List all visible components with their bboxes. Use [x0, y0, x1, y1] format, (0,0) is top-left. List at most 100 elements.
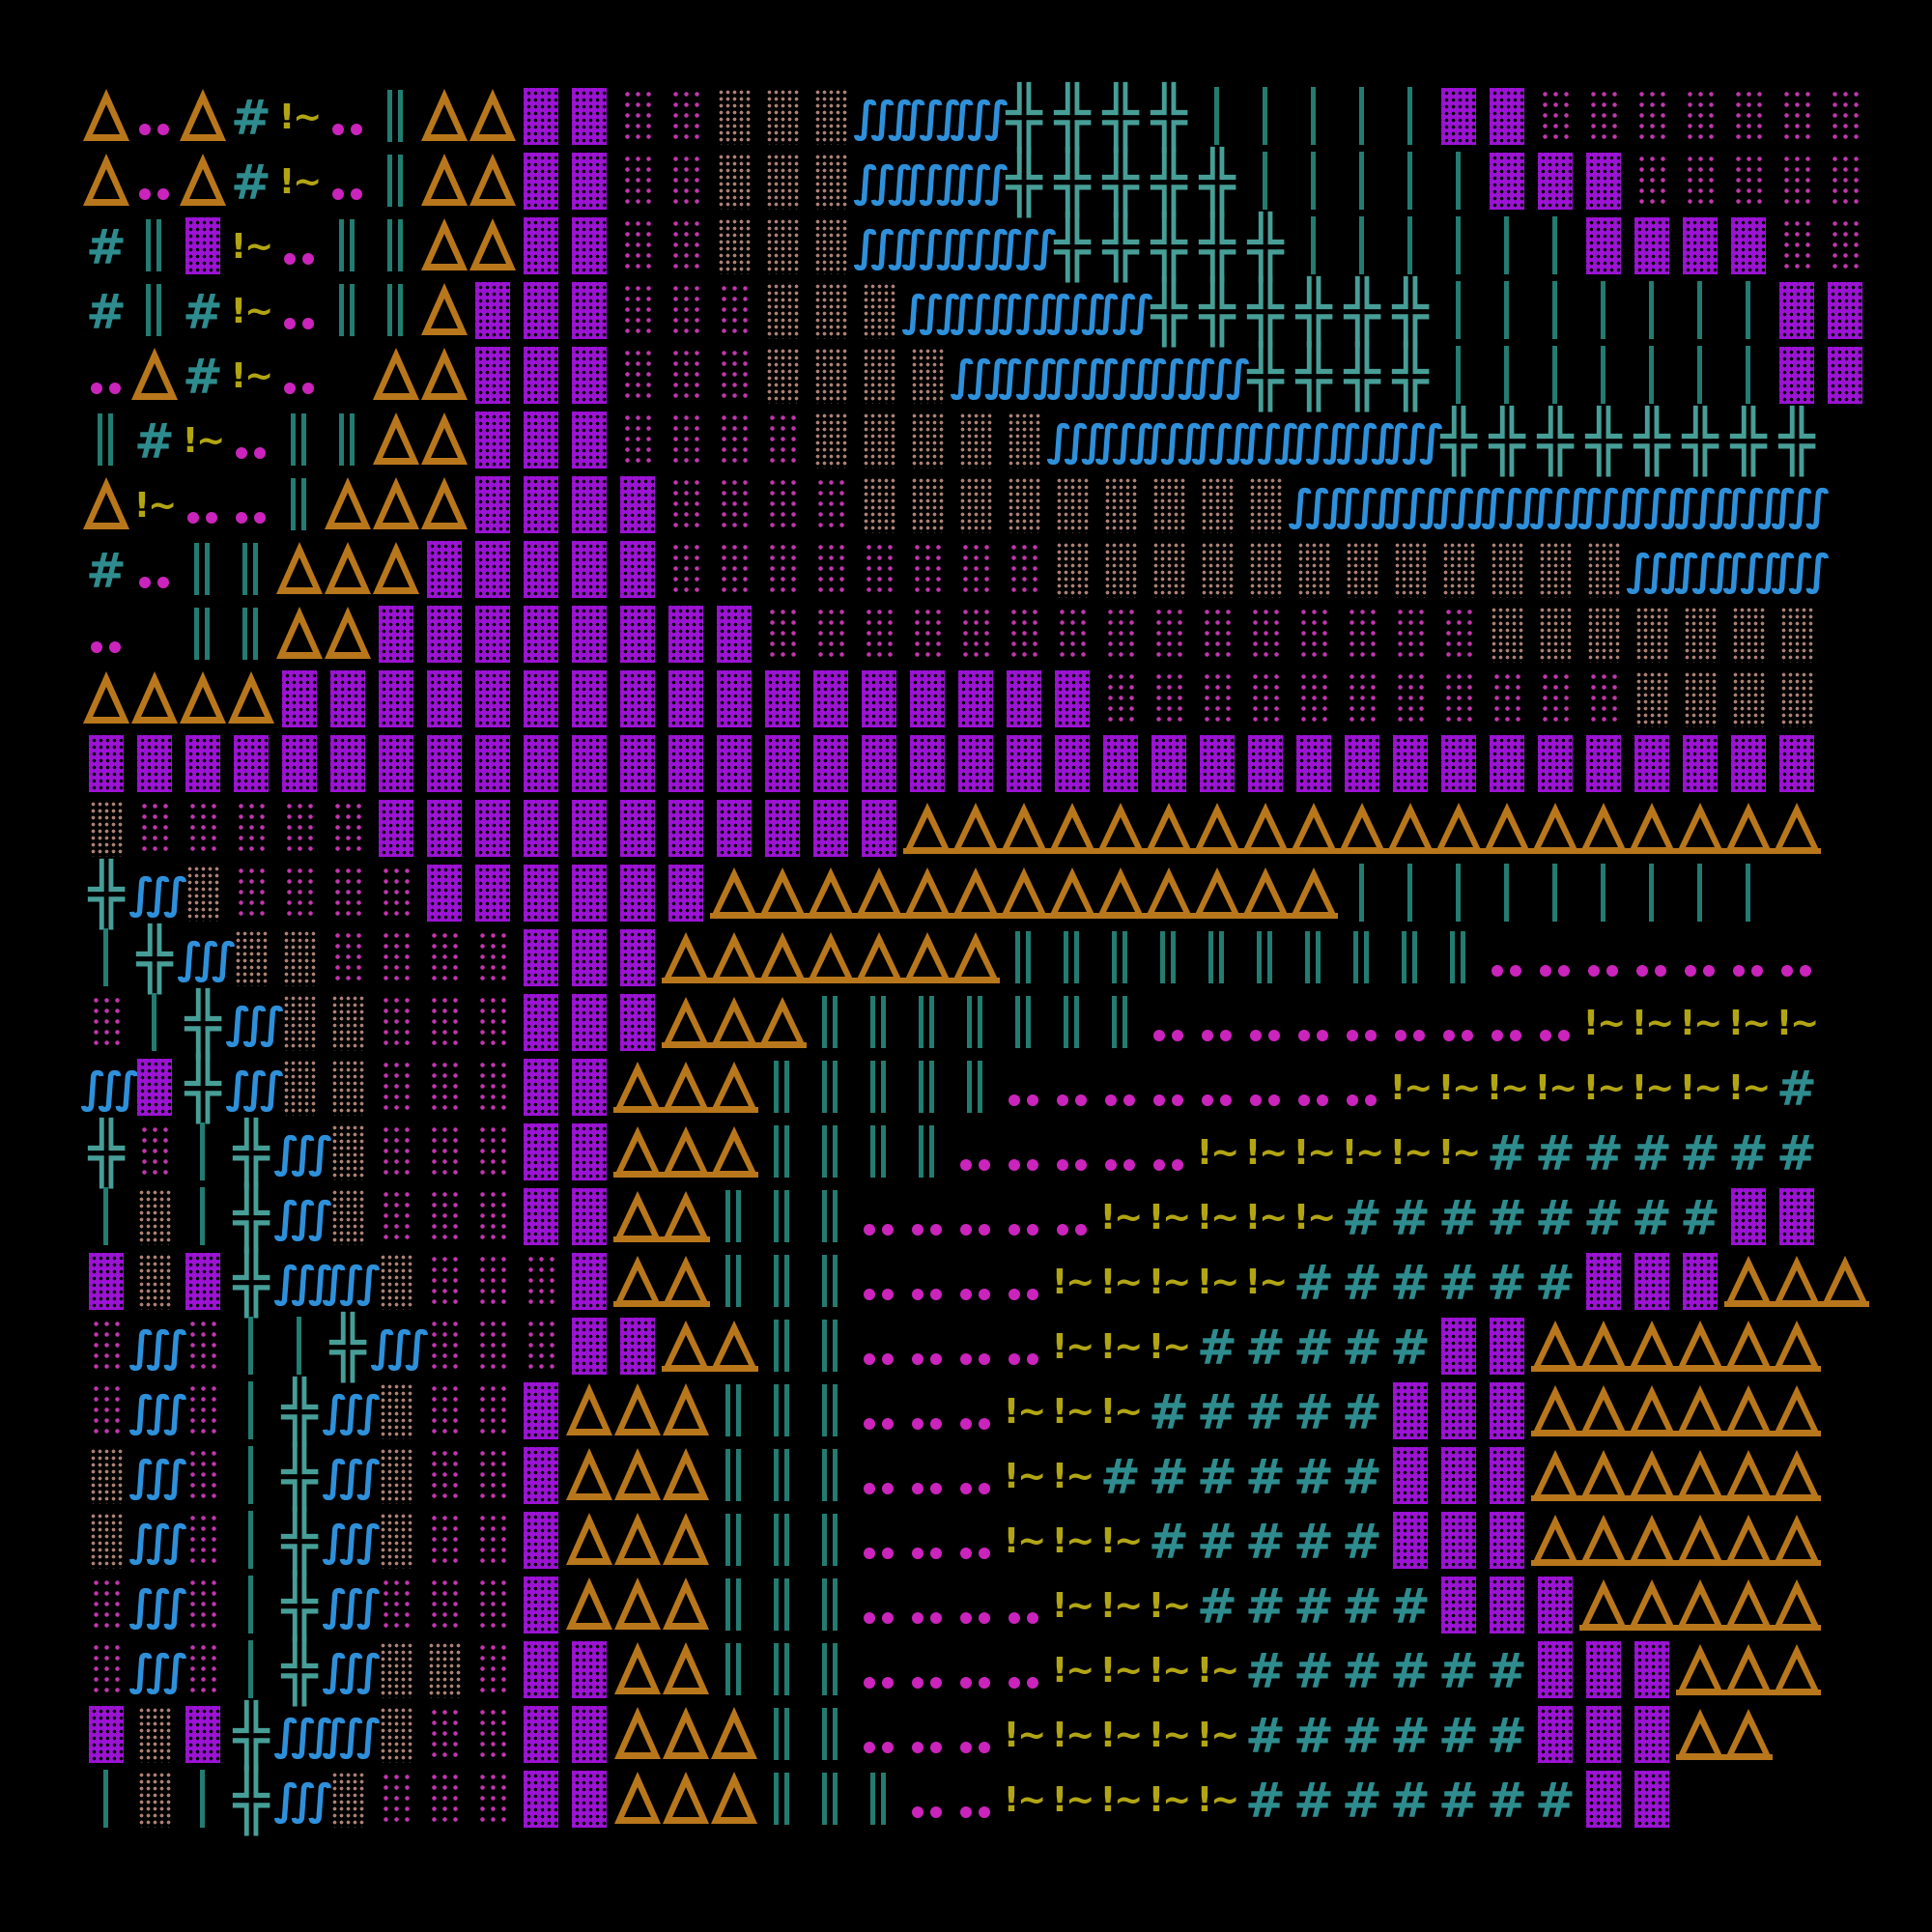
single-bar-glyph	[1435, 150, 1483, 214]
dense-purple-rect-glyph	[517, 1444, 565, 1509]
sparse-magenta-rect-glyph	[420, 1444, 469, 1509]
zigzag-triangle-glyph	[1241, 797, 1290, 862]
sparse-magenta-rect-glyph	[1579, 85, 1628, 150]
hash-glyph: #	[1728, 1124, 1769, 1181]
dense-purple-rect-glyph	[565, 603, 613, 668]
dense-purple-rect-glyph	[517, 1185, 565, 1250]
dense-purple-rect-glyph	[565, 1056, 613, 1121]
triple-integral-glyph: ∫∫∫	[1288, 481, 1349, 530]
double-bar-glyph	[758, 1185, 807, 1250]
double-cross-glyph: ╬	[233, 1765, 270, 1835]
single-bar-glyph	[1338, 862, 1386, 926]
double-bar-glyph	[130, 279, 179, 344]
hash-glyph: #	[1342, 1319, 1382, 1376]
tick-tilde-glyph: !~	[1244, 1263, 1289, 1302]
zigzag-triangle-glyph	[1579, 1509, 1628, 1574]
triangle-glyph	[324, 603, 372, 668]
zigzag-triangle-glyph	[1676, 1444, 1724, 1509]
dense-purple-rect-glyph	[517, 1768, 565, 1833]
tick-tilde-glyph: !~	[1051, 1392, 1095, 1432]
zigzag-triangle-glyph	[1531, 797, 1579, 862]
tan-dotted-rect-glyph	[275, 1056, 324, 1121]
sparse-magenta-rect-glyph	[613, 409, 662, 473]
double-cross-glyph: ╬	[329, 1312, 366, 1382]
sparse-magenta-rect-glyph	[1386, 603, 1435, 668]
triple-integral-glyph: ∫∫∫	[1771, 546, 1832, 595]
tan-dotted-rect-glyph	[807, 279, 855, 344]
single-bar-glyph	[179, 1768, 227, 1833]
zigzag-triangle-glyph	[613, 1121, 662, 1185]
hash-glyph: #	[1390, 1319, 1431, 1376]
dense-purple-rect-glyph	[1579, 1250, 1628, 1315]
double-cross-glyph: ╬	[1054, 212, 1091, 282]
sparse-magenta-rect-glyph	[1048, 603, 1096, 668]
double-bar-glyph	[372, 150, 420, 214]
dot-pair-glyph	[903, 1703, 952, 1768]
triple-integral-glyph: ∫∫∫	[1384, 416, 1445, 466]
dense-purple-rect-glyph	[710, 732, 758, 797]
dense-purple-rect-glyph	[662, 732, 710, 797]
dense-purple-rect-glyph	[1773, 344, 1821, 409]
tick-tilde-glyph: !~	[1148, 1263, 1192, 1302]
dot-pair-glyph	[1096, 1056, 1145, 1121]
sparse-magenta-rect-glyph	[1193, 603, 1241, 668]
zigzag-triangle-glyph	[1579, 1379, 1628, 1444]
tan-dotted-rect-glyph	[758, 85, 807, 150]
tan-dotted-rect-glyph	[1048, 538, 1096, 603]
single-bar-glyph	[1531, 344, 1579, 409]
triple-integral-glyph: ∫∫∫	[1771, 481, 1832, 530]
double-cross-glyph: ╬	[1440, 406, 1477, 476]
tick-tilde-glyph: !~	[1244, 1198, 1289, 1237]
dot-pair-glyph	[855, 1444, 903, 1509]
sparse-magenta-rect-glyph	[82, 1574, 130, 1638]
double-cross-glyph: ╬	[1489, 406, 1525, 476]
dot-pair-glyph	[130, 150, 179, 214]
triple-integral-glyph: ∫∫∫	[1046, 287, 1107, 336]
sparse-magenta-rect-glyph	[758, 473, 807, 538]
zigzag-triangle-glyph	[1531, 1315, 1579, 1379]
double-bar-glyph	[324, 279, 372, 344]
double-cross-glyph: ╬	[88, 1118, 125, 1188]
tick-tilde-glyph: !~	[278, 162, 323, 202]
triple-integral-glyph: ∫∫∫	[1143, 352, 1204, 401]
dot-pair-glyph	[952, 1509, 1000, 1574]
dense-purple-rect-glyph	[565, 1768, 613, 1833]
single-bar-glyph	[1724, 862, 1773, 926]
dense-purple-rect-glyph	[1435, 1574, 1483, 1638]
zigzag-triangle-glyph	[1773, 1509, 1821, 1574]
dense-purple-rect-glyph	[613, 862, 662, 926]
hash-glyph: #	[86, 218, 127, 275]
triple-integral-glyph: ∫∫∫	[128, 1517, 189, 1566]
dense-purple-rect-glyph	[855, 797, 903, 862]
dense-purple-rect-glyph	[903, 732, 952, 797]
tan-dotted-rect-glyph	[1241, 473, 1290, 538]
zigzag-triangle-glyph	[662, 1250, 710, 1315]
dot-pair-glyph	[952, 1250, 1000, 1315]
tan-dotted-rect-glyph	[130, 1185, 179, 1250]
tan-dotted-rect-glyph	[1724, 603, 1773, 668]
triple-integral-glyph: ∫∫∫	[128, 869, 189, 919]
hash-glyph: #	[1342, 1707, 1382, 1764]
dense-purple-rect-glyph	[1435, 1444, 1483, 1509]
empty-cell	[1821, 1056, 1869, 1121]
sparse-magenta-rect-glyph	[179, 1444, 227, 1509]
tick-tilde-glyph: !~	[1776, 1004, 1820, 1043]
hash-glyph: #	[1776, 1124, 1817, 1181]
sparse-magenta-rect-glyph	[1483, 668, 1531, 732]
tan-dotted-rect-glyph	[275, 926, 324, 991]
sparse-magenta-rect-glyph	[179, 1509, 227, 1574]
dense-purple-rect-glyph	[517, 1638, 565, 1703]
empty-cell	[1821, 1379, 1869, 1444]
double-bar-glyph	[372, 214, 420, 279]
dense-purple-rect-glyph	[179, 732, 227, 797]
double-cross-glyph: ╬	[1295, 341, 1332, 412]
triangle-glyph	[662, 1768, 710, 1833]
dense-purple-rect-glyph	[517, 214, 565, 279]
double-bar-glyph	[758, 1574, 807, 1638]
zigzag-triangle-glyph	[1773, 797, 1821, 862]
double-bar-glyph	[179, 538, 227, 603]
dot-pair-glyph	[1483, 926, 1531, 991]
sparse-magenta-rect-glyph	[469, 1444, 517, 1509]
empty-cell	[1821, 1185, 1869, 1250]
single-bar-glyph	[1676, 344, 1724, 409]
